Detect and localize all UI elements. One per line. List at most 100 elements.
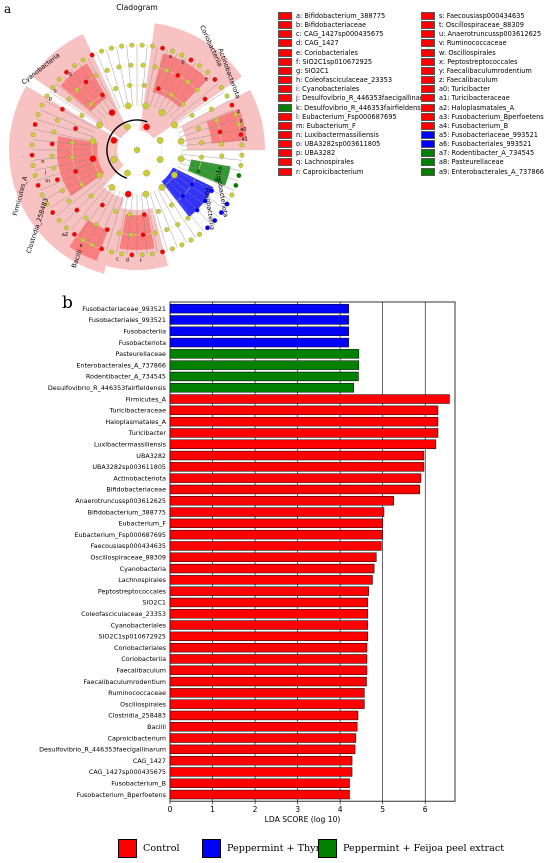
- cladogram-node: [224, 93, 230, 99]
- legend-label: i: Cyanobacteriales: [296, 85, 360, 94]
- cladogram-node: [49, 141, 55, 147]
- cladogram-node: [124, 190, 132, 198]
- cladogram-node: [143, 123, 150, 131]
- cladogram-node: [141, 212, 147, 218]
- cladogram-node: [39, 102, 45, 108]
- cladogram-branch: [49, 91, 100, 126]
- legend-label: y: Faecalibaculumrodentium: [439, 66, 532, 75]
- clade-letter: c: [116, 256, 119, 262]
- legend-label: a0: Turicibacter: [439, 85, 490, 94]
- legend-item: a5: Fusobacteriaceae_993521: [421, 130, 538, 139]
- legend-swatch: [278, 121, 292, 130]
- legend-item: k: Desulfovibrio_R_446353fairfieldensis: [278, 103, 426, 112]
- cladogram-node: [229, 102, 235, 108]
- bar-label: Eubacterium_Fsp000687695: [74, 531, 166, 539]
- cladogram-branch: [178, 109, 235, 133]
- cladogram-root-arc: [106, 119, 148, 179]
- cladogram-node: [209, 188, 215, 194]
- clade-letter: l: [45, 171, 46, 177]
- legend-item: y: Faecalibaculumrodentium: [421, 66, 532, 75]
- cladogram: CladogramCyanobacteriaCoriobacteriiaActi…: [8, 3, 265, 274]
- cladogram-node: [64, 69, 69, 75]
- cladogram-node: [66, 198, 72, 204]
- bar-label: Luxibactermassiliensis: [94, 440, 167, 448]
- cladogram-node: [44, 201, 50, 207]
- cladogram-branch: [165, 68, 204, 116]
- cladogram-branch: [96, 52, 120, 109]
- legend-item: e: Coriobacteriales: [278, 48, 358, 57]
- legend-label: u: Anaerotruncussp003612625: [439, 30, 542, 39]
- cladogram-node: [177, 155, 185, 163]
- bar: [169, 349, 360, 359]
- legend-swatch: [278, 39, 292, 48]
- cladogram-node: [93, 72, 99, 78]
- legend-swatch: [421, 76, 435, 85]
- legend-item: m: Eubacterium_F: [278, 121, 356, 130]
- cladogram-branch: [116, 46, 129, 106]
- cladogram-branch: [181, 139, 242, 146]
- group-label: Control: [143, 843, 180, 854]
- legend-item: a3: Fusobacterium_Bperfoetens: [421, 112, 544, 121]
- legend-label: m: Eubacterium_F: [296, 121, 356, 130]
- cladogram-node: [59, 188, 65, 194]
- cladogram-node: [64, 225, 69, 231]
- group-legend: Control Peppermint + Thyme Peppermint + Fe…: [118, 839, 548, 859]
- cladogram-branch: [78, 62, 113, 113]
- cladogram-node: [129, 42, 135, 48]
- cladogram-node: [209, 106, 215, 112]
- cladogram-node: [233, 112, 239, 118]
- cladogram-node: [80, 57, 86, 63]
- legend-item: u: Anaerotruncussp003612625: [421, 30, 542, 39]
- cladogram-node: [89, 52, 95, 58]
- cladogram-node: [128, 62, 134, 68]
- legend-item: n: Luxibactermassiliensis: [278, 130, 379, 139]
- legend-label: a5: Fusobacteriaceae_993521: [439, 130, 538, 139]
- legend-swatch: [278, 66, 292, 75]
- legend-item: i: Cyanobacteriales: [278, 85, 360, 94]
- bar-label: Fusobacterium_Bperfoetens: [77, 791, 167, 799]
- cladogram-node: [188, 237, 194, 243]
- clade-letter: m: [45, 178, 50, 184]
- cladogram-branch: [174, 91, 225, 126]
- cladogram-branch: [181, 129, 241, 142]
- cladogram-branch: [70, 68, 109, 116]
- legend-label: x: Peptostreptococcales: [439, 57, 518, 66]
- cladogram-node: [96, 121, 103, 129]
- legend-item: x: Peptostreptococcales: [421, 57, 518, 66]
- legend-swatch: [278, 30, 292, 39]
- cladogram-branch: [70, 184, 109, 232]
- bar: [169, 428, 439, 438]
- bar: [169, 722, 358, 732]
- legend-swatch: [421, 39, 435, 48]
- cladogram-node: [149, 43, 155, 49]
- cladogram-node: [110, 156, 118, 163]
- legend-label: k: Desulfovibrio_R_446353fairfieldensis: [296, 103, 426, 112]
- legend-swatch: [421, 21, 435, 30]
- cladogram-node: [199, 140, 205, 146]
- bar: [169, 541, 382, 551]
- legend-item: g: SIO2C1: [278, 66, 329, 75]
- cladogram-node: [143, 169, 150, 177]
- cladogram-node: [177, 137, 185, 145]
- cladogram-node: [56, 218, 62, 223]
- legend-label: a6: Fusobacteriales_993521: [439, 140, 532, 149]
- bar-label: Coriobacteriales: [114, 644, 167, 652]
- legend-label: e: Coriobacteriales: [296, 48, 358, 57]
- cladogram-node: [128, 232, 134, 238]
- bar-label: Bacilli: [147, 723, 166, 731]
- cladogram-branch: [36, 162, 94, 181]
- cladogram-branch: [39, 167, 96, 191]
- cladogram-node: [127, 82, 133, 88]
- cladogram-node: [224, 201, 230, 207]
- legend-label: a2: Haloplasmatales_A: [439, 103, 515, 112]
- cladogram-node: [108, 184, 116, 191]
- legend-item: l: Eubacterium_Fsp000687695: [278, 112, 397, 121]
- legend-item: a1: Turicibacteraceae: [421, 94, 510, 103]
- legend-item: a: Bifidobacterium_388775: [278, 12, 385, 20]
- cladogram-node: [116, 230, 122, 236]
- bar-label: Ruminococcaceae: [108, 689, 166, 697]
- clade-letter: x: [79, 243, 82, 249]
- legend-label: p: UBA3282: [296, 149, 336, 158]
- cladogram-branch: [32, 139, 93, 146]
- cladogram-node: [99, 48, 105, 54]
